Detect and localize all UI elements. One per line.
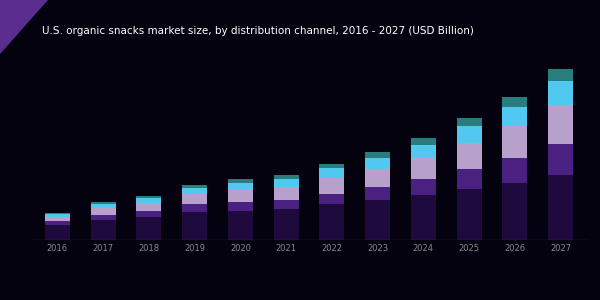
Bar (319, 164, 344, 169)
Bar (91, 202, 116, 205)
Bar (91, 205, 116, 208)
Bar (136, 217, 161, 240)
Bar (228, 183, 253, 190)
Bar (274, 208, 299, 240)
Bar (228, 190, 253, 202)
Bar (274, 175, 299, 178)
Bar (274, 187, 299, 200)
Legend: Hypermarkets & Supermarkets, Convenience Stores, Online, Natural & Specialty Sto: Hypermarkets & Supermarkets, Convenience… (146, 297, 472, 300)
Bar (45, 217, 70, 221)
Bar (228, 179, 253, 183)
Bar (548, 144, 573, 175)
Bar (319, 178, 344, 194)
Bar (274, 200, 299, 208)
Bar (228, 211, 253, 240)
Bar (182, 205, 207, 212)
Bar (457, 189, 482, 240)
Bar (457, 126, 482, 142)
Bar (45, 214, 70, 217)
Bar (457, 142, 482, 169)
Bar (228, 202, 253, 211)
Bar (136, 211, 161, 217)
Bar (502, 126, 527, 158)
Bar (548, 105, 573, 144)
Bar (502, 183, 527, 240)
Bar (365, 158, 390, 169)
Bar (548, 175, 573, 240)
Bar (45, 225, 70, 240)
Bar (182, 194, 207, 205)
Bar (502, 98, 527, 107)
Text: U.S. organic snacks market size, by distribution channel, 2016 - 2027 (USD Billi: U.S. organic snacks market size, by dist… (42, 26, 474, 36)
Bar (319, 169, 344, 178)
Bar (91, 220, 116, 240)
Bar (365, 152, 390, 158)
Polygon shape (0, 0, 48, 54)
Bar (136, 196, 161, 198)
Bar (182, 212, 207, 240)
Bar (182, 188, 207, 194)
Bar (502, 107, 527, 126)
Bar (548, 69, 573, 81)
Bar (411, 179, 436, 195)
Bar (136, 198, 161, 203)
Bar (91, 208, 116, 214)
Bar (457, 118, 482, 126)
Bar (502, 158, 527, 183)
Bar (548, 81, 573, 105)
Bar (182, 185, 207, 188)
Bar (411, 145, 436, 158)
Bar (411, 158, 436, 179)
Bar (319, 194, 344, 205)
Bar (91, 214, 116, 220)
Bar (411, 138, 436, 145)
Bar (136, 203, 161, 211)
Bar (365, 169, 390, 187)
Bar (45, 213, 70, 214)
Bar (365, 200, 390, 240)
Bar (457, 169, 482, 189)
Bar (274, 178, 299, 187)
Bar (411, 195, 436, 240)
Bar (365, 187, 390, 200)
Bar (319, 205, 344, 240)
Bar (45, 221, 70, 225)
